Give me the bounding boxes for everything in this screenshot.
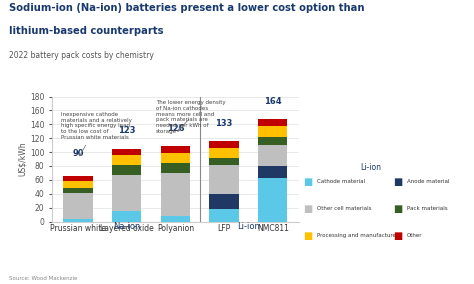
Bar — [64, 176, 92, 181]
Bar — [258, 126, 287, 137]
Bar — [161, 173, 190, 216]
Bar — [258, 166, 287, 178]
Bar — [210, 194, 239, 209]
Text: ■: ■ — [303, 231, 313, 241]
Text: 123: 123 — [118, 126, 136, 135]
Text: Li-ion: Li-ion — [237, 222, 260, 231]
Bar — [161, 153, 190, 162]
Bar — [64, 181, 92, 187]
Text: 90: 90 — [72, 149, 84, 158]
Text: Cathode material: Cathode material — [317, 179, 365, 184]
Bar — [258, 120, 287, 126]
Text: Na-ion: Na-ion — [113, 222, 140, 231]
Bar — [112, 165, 141, 175]
Text: ■: ■ — [303, 177, 313, 187]
Bar — [64, 220, 92, 222]
Text: Processing and manufacture: Processing and manufacture — [317, 233, 395, 238]
Text: Inexpensive cathode
materials and a relatively
high specific energy lead
to the : Inexpensive cathode materials and a rela… — [61, 112, 132, 156]
Text: 126: 126 — [166, 124, 184, 133]
Bar — [112, 149, 141, 155]
Text: ■: ■ — [393, 204, 403, 214]
Text: Anode material: Anode material — [407, 179, 449, 184]
Bar — [161, 162, 190, 173]
Text: Sodium-ion (Na-ion) batteries present a lower cost option than: Sodium-ion (Na-ion) batteries present a … — [9, 3, 365, 13]
Text: Source: Wood Mackenzie: Source: Wood Mackenzie — [9, 276, 78, 281]
Bar — [210, 158, 239, 165]
Text: The lower energy density
of Na-ion cathodes
means more cell and
pack materials a: The lower energy density of Na-ion catho… — [156, 100, 226, 134]
Bar — [210, 148, 239, 158]
Bar — [210, 209, 239, 222]
Bar — [210, 141, 239, 148]
Bar — [210, 165, 239, 194]
Y-axis label: US$/kWh: US$/kWh — [18, 142, 27, 176]
Bar — [112, 155, 141, 165]
Text: ■: ■ — [393, 231, 403, 241]
Bar — [258, 145, 287, 166]
Text: 164: 164 — [264, 97, 282, 106]
Text: Other: Other — [407, 233, 422, 238]
Text: lithium-based counterparts: lithium-based counterparts — [9, 26, 164, 36]
Bar — [258, 137, 287, 145]
Text: Pack materials: Pack materials — [407, 206, 447, 211]
Bar — [161, 146, 190, 153]
Text: 2022 battery pack costs by chemistry: 2022 battery pack costs by chemistry — [9, 51, 155, 60]
Text: Li-ion: Li-ion — [360, 163, 381, 172]
Bar — [64, 193, 92, 220]
Text: ■: ■ — [393, 177, 403, 187]
Bar — [161, 216, 190, 222]
Bar — [258, 178, 287, 222]
Text: Other cell materials: Other cell materials — [317, 206, 371, 211]
Bar — [112, 175, 141, 211]
Text: 133: 133 — [215, 119, 233, 128]
Text: ■: ■ — [303, 204, 313, 214]
Bar — [112, 211, 141, 222]
Bar — [64, 187, 92, 193]
